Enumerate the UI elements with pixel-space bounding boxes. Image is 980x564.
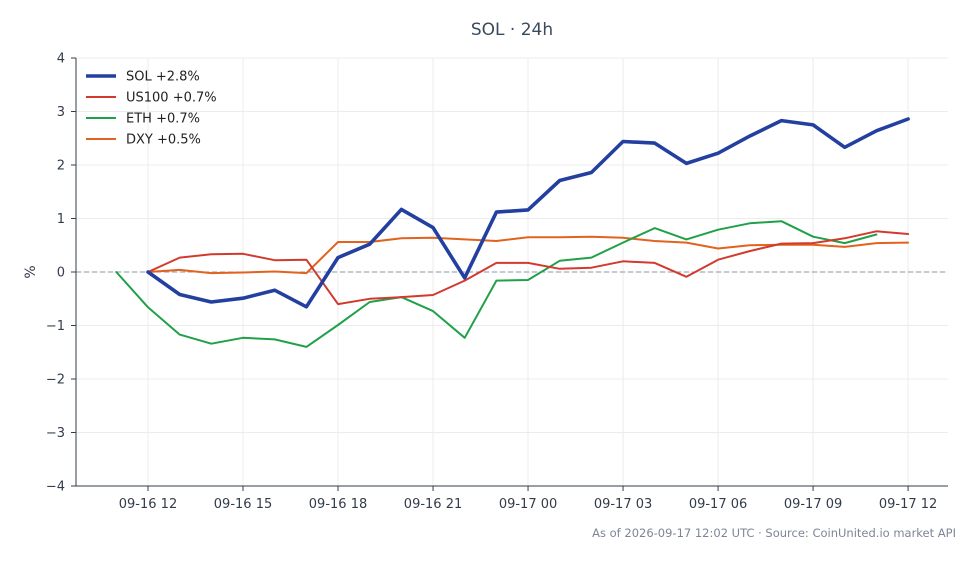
x-tick-label: 09-16 18 — [309, 497, 367, 512]
chart-title: SOL · 24h — [470, 20, 554, 40]
series-line-eth — [115, 220, 878, 348]
x-tick-label: 09-16 15 — [214, 497, 272, 512]
legend-label-us100: US100 +0.7% — [126, 91, 217, 106]
x-tick-label: 09-17 12 — [879, 497, 937, 512]
y-tick-label: −4 — [46, 480, 65, 495]
legend-label-sol: SOL +2.8% — [126, 70, 200, 85]
y-tick-label: 3 — [57, 105, 65, 120]
y-tick-label: −1 — [46, 319, 65, 334]
y-tick-label: 0 — [57, 266, 65, 281]
y-tick-label: −3 — [46, 426, 65, 441]
x-tick-label: 09-17 00 — [499, 497, 557, 512]
source-footer: As of 2026-09-17 12:02 UTC · Source: Coi… — [592, 526, 956, 540]
x-tick-label: 09-17 03 — [594, 497, 652, 512]
y-tick-label: 1 — [57, 212, 65, 227]
series-line-us100 — [147, 230, 910, 306]
y-tick-label: −2 — [46, 373, 65, 388]
y-tick-label: 2 — [57, 159, 65, 174]
x-tick-label: 09-16 21 — [404, 497, 462, 512]
x-tick-label: 09-17 09 — [784, 497, 842, 512]
legend-label-dxy: DXY +0.5% — [126, 133, 201, 148]
series-lines — [115, 117, 910, 348]
x-tick-label: 09-17 06 — [689, 497, 747, 512]
y-axis-label: % — [23, 265, 39, 278]
series-line-dxy — [147, 235, 910, 275]
legend: SOL +2.8% US100 +0.7% ETH +0.7% DXY +0.5% — [86, 70, 217, 148]
axes: 4 3 2 1 0 −1 −2 −3 −4 09-16 12 09-16 15 09-16 18 09-… — [46, 52, 948, 512]
legend-label-eth: ETH +0.7% — [126, 112, 200, 127]
series-line-sol — [146, 117, 910, 309]
x-tick-label: 09-16 12 — [119, 497, 177, 512]
y-tick-label: 4 — [57, 52, 65, 67]
